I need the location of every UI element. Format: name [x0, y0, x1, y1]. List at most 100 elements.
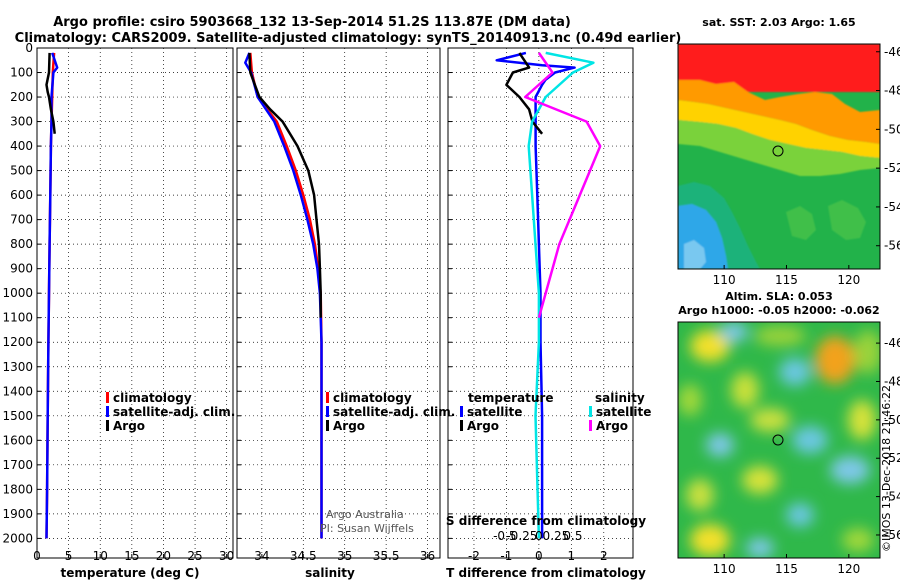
- sst-map-panel: sat. SST: 2.03 Argo: 1.65 110 115 120 -46 -4…: [677, 16, 900, 287]
- legend-title-salinity: salinity: [595, 391, 645, 405]
- tick-label-x: 10: [93, 549, 108, 563]
- map-tick-label-lat: -52: [884, 451, 900, 465]
- s-difference-xlabel: S difference from climatology: [446, 514, 646, 528]
- legend-swatch-satellite: [326, 406, 329, 417]
- legend-swatch-t-argo: [460, 420, 463, 431]
- tick-label-depth: 2000: [2, 531, 33, 545]
- legend-swatch-argo: [106, 420, 109, 431]
- legend-label-s-satellite: satellite: [596, 405, 651, 419]
- sla-anomaly-blobs: [678, 322, 880, 558]
- legend-label-argo: Argo: [113, 419, 145, 433]
- salinity-panel: 34 34.5 35 35.5 36 salinity climatology sate…: [236, 47, 455, 580]
- tick-label-x: 35: [337, 549, 352, 563]
- tick-label-depth: 1100: [2, 311, 33, 325]
- tick-label-x: 34.5: [290, 549, 317, 563]
- tick-label-x: 15: [124, 549, 139, 563]
- tick-label-x: 34: [254, 549, 269, 563]
- difference-legend: temperature satellite Argo salinity sate…: [460, 391, 651, 433]
- temperature-grid: [36, 47, 233, 558]
- tick-label-depth: 1400: [2, 384, 33, 398]
- tick-label-x: 30: [219, 549, 234, 563]
- map-tick-label-lon: 115: [775, 562, 798, 576]
- tick-label-x: 1: [568, 549, 576, 563]
- tick-label-x: -2: [468, 549, 480, 563]
- temperature-tick-labels: 0 5 10 15 20 25 30: [33, 549, 234, 563]
- map-tick-label-lat: -48: [884, 374, 900, 388]
- salinity-grid: [237, 47, 440, 558]
- sst-axis-ticks: 110 115 120 -46 -48 -50 -52 -54 -56: [713, 45, 900, 287]
- profile-line-s-satellite: [527, 51, 595, 539]
- profile-line-t-satellite: [495, 51, 576, 539]
- tick-label-x: 2: [600, 549, 608, 563]
- legend-label-t-satellite: satellite: [467, 405, 522, 419]
- tick-label-x: 0: [535, 549, 543, 563]
- map-tick-label-lat: -52: [884, 161, 900, 175]
- legend-label-climatology: climatology: [113, 391, 192, 405]
- map-tick-label-lat: -56: [884, 239, 900, 253]
- sla-map-title-line2: Argo h1000: -0.05 h2000: -0.062: [678, 304, 879, 317]
- sla-frame: [677, 321, 881, 559]
- legend-label-argo: Argo: [333, 419, 365, 433]
- tick-label-depth: 400: [10, 139, 33, 153]
- salinity-xlabel: salinity: [305, 566, 355, 580]
- copyright-watermark: ©IMOS 13-Dec-2018 21:46:22: [880, 385, 893, 552]
- temperature-xlabel: temperature (deg C): [61, 566, 200, 580]
- map-tick-label-lat: -46: [884, 45, 900, 59]
- tick-label-depth: 1600: [2, 433, 33, 447]
- tick-label-depth: 1800: [2, 482, 33, 496]
- tick-label-depth: 1200: [2, 335, 33, 349]
- tick-label-depth: 700: [10, 213, 33, 227]
- temperature-panel: 0100200300400500600700800900100011001200…: [2, 41, 235, 580]
- tick-label-depth: 200: [10, 90, 33, 104]
- tick-label-depth: 300: [10, 115, 33, 129]
- sst-light-green-band: [678, 120, 880, 176]
- tick-label-depth: 600: [10, 188, 33, 202]
- depth-tick-labels: 0 100 200 300 400 500 600 700 800 900 1000 1100 1200…: [2, 41, 33, 545]
- legend-swatch-argo: [326, 420, 329, 431]
- t-difference-xlabel: T difference from climatology: [446, 566, 646, 580]
- argo-location-marker-sst: [772, 145, 784, 157]
- argo-location-marker-sla: [772, 434, 784, 446]
- t-difference-tick-labels: -2 -1 0 1 2: [468, 549, 608, 563]
- legend-label-s-argo: Argo: [596, 419, 628, 433]
- tick-label-depth: 500: [10, 164, 33, 178]
- tick-label-depth: 1500: [2, 409, 33, 423]
- tick-label-x: 20: [156, 549, 171, 563]
- map-tick-label-lon: 110: [713, 562, 736, 576]
- float-program-annotation: Argo Australia: [326, 508, 404, 521]
- salinity-profiles: [244, 52, 323, 539]
- figure-title-line1: Argo profile: csiro 5903668_132 13-Sep-2…: [53, 15, 571, 30]
- profile-line-satellite-adj-clim-: [45, 52, 59, 539]
- tick-label-s-difference: 0.25: [543, 529, 570, 543]
- tick-label-s-difference: -0.25: [506, 529, 537, 543]
- legend-swatch-s-satellite: [589, 406, 592, 417]
- temperature-profiles: [45, 52, 59, 539]
- tick-label-depth: 900: [10, 262, 33, 276]
- tick-label-s-difference: 0: [535, 529, 543, 543]
- sla-map-title-line1: Altim. SLA: 0.053: [725, 290, 832, 303]
- map-tick-label-lon: 120: [837, 273, 860, 287]
- map-tick-label-lon: 120: [837, 562, 860, 576]
- temperature-legend: climatology satellite-adj. clim. Argo: [106, 391, 235, 433]
- map-tick-label-lat: -46: [884, 336, 900, 350]
- sst-frame: [677, 43, 881, 270]
- sst-map-title: sat. SST: 2.03 Argo: 1.65: [702, 16, 855, 29]
- figure-title-line2: Climatology: CARS2009. Satellite-adjuste…: [15, 31, 682, 46]
- tick-label-x: 5: [65, 549, 73, 563]
- tick-label-depth: 1300: [2, 360, 33, 374]
- map-tick-label-lat: -56: [884, 528, 900, 542]
- tick-label-depth: 1700: [2, 458, 33, 472]
- tick-label-x: 0: [33, 549, 41, 563]
- sst-eddy-east: [828, 200, 866, 240]
- legend-label-t-argo: Argo: [467, 419, 499, 433]
- difference-panel: -2 -1 0 1 2 S difference from climatology -0…: [446, 47, 651, 580]
- tick-label-depth: 100: [10, 66, 33, 80]
- legend-swatch-climatology: [106, 392, 109, 403]
- map-tick-label-lat: -48: [884, 84, 900, 98]
- tick-label-s-difference: 0.5: [563, 529, 582, 543]
- legend-swatch-t-satellite: [460, 406, 463, 417]
- sst-orange-band: [678, 80, 880, 144]
- map-tick-label-lon: 110: [713, 273, 736, 287]
- tick-label-depth: 1000: [2, 286, 33, 300]
